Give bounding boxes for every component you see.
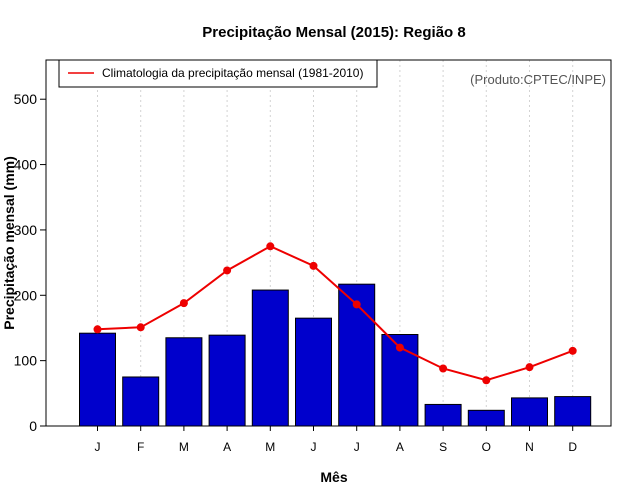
bar-m-2 — [165, 337, 203, 427]
climatology-point — [525, 363, 534, 372]
x-tick-label: N — [525, 440, 534, 454]
credit-text: (Produto:CPTEC/INPE) — [470, 72, 606, 87]
climatology-point — [352, 300, 361, 309]
y-axis-title: Precipitação mensal (mm) — [1, 156, 17, 330]
legend-box — [58, 59, 378, 88]
x-tick-label: D — [568, 440, 577, 454]
y-tick-label: 400 — [14, 157, 38, 173]
bar-m-4 — [251, 289, 289, 427]
climatology-point — [439, 364, 448, 373]
x-tick-label: A — [396, 440, 404, 454]
y-tick-label: 0 — [29, 418, 37, 434]
bar-a-3 — [208, 334, 246, 427]
climatology-point — [266, 242, 275, 251]
climatology-point — [93, 325, 102, 334]
x-tick-label: O — [482, 440, 491, 454]
chart-title: Precipitação Mensal (2015): Região 8 — [202, 24, 465, 41]
climatology-point — [568, 346, 577, 355]
climatology-line — [97, 245, 574, 382]
x-tick-label: J — [311, 440, 317, 454]
x-tick-label: M — [265, 440, 275, 454]
bars-layer — [79, 283, 592, 427]
y-tick-label: 300 — [14, 222, 38, 238]
x-tick-label: F — [137, 440, 144, 454]
bar-j-5 — [295, 317, 332, 427]
x-tick-label: M — [179, 440, 189, 454]
y-axis: 0 100 200 300 400 500 — [14, 91, 46, 434]
bar-j-0 — [79, 332, 116, 427]
line-layer — [93, 242, 577, 385]
x-axis-title: Mês — [320, 469, 347, 485]
climatology-point — [179, 299, 188, 308]
climatology-point — [223, 266, 232, 275]
x-tick-label: A — [223, 440, 231, 454]
legend-label: Climatologia da precipitação mensal (198… — [102, 66, 363, 80]
climatology-point — [482, 376, 491, 385]
climatology-point — [136, 323, 145, 332]
bar-o-9 — [467, 409, 505, 427]
bar-n-10 — [511, 397, 548, 427]
x-tick-label: J — [354, 440, 360, 454]
climatology-point — [395, 343, 404, 352]
x-tick-label: S — [439, 440, 447, 454]
y-tick-label: 500 — [14, 91, 38, 107]
y-tick-label: 200 — [14, 287, 38, 303]
legend: Climatologia da precipitação mensal (198… — [58, 59, 378, 88]
bar-s-8 — [424, 403, 462, 427]
y-tick-label: 100 — [14, 353, 38, 369]
bar-f-1 — [122, 376, 160, 427]
x-tick-label: J — [95, 440, 101, 454]
bar-d-11 — [554, 396, 592, 427]
climatology-point — [309, 261, 318, 270]
